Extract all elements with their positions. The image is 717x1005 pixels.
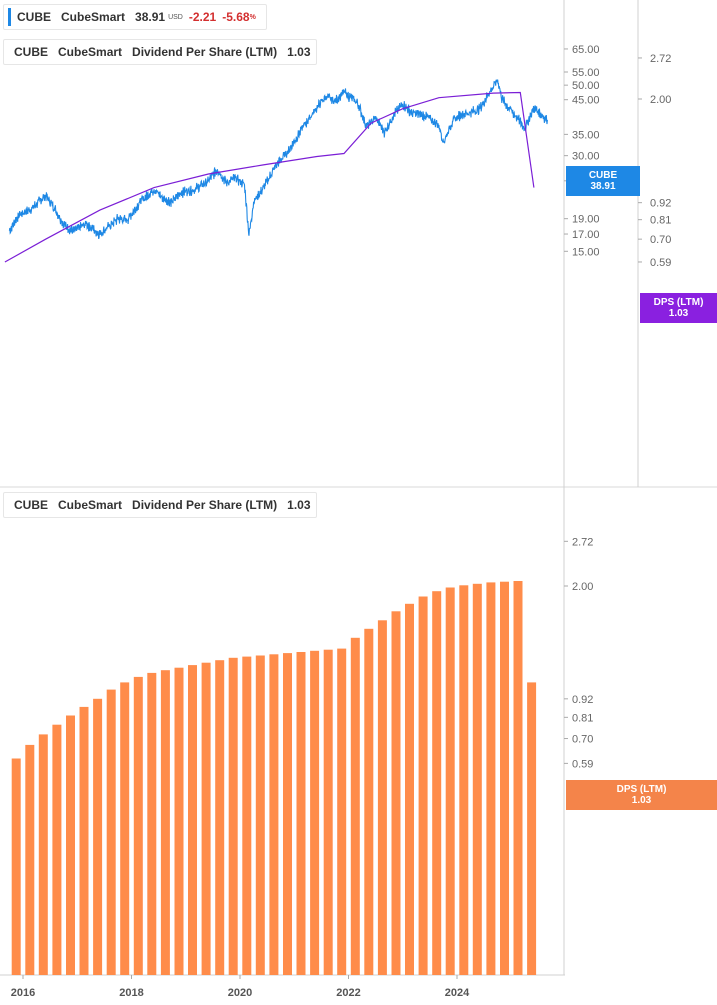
dps-bar: [66, 715, 75, 975]
price-axis-label: 15.00: [572, 246, 600, 258]
dps-bar: [11, 758, 21, 975]
bar-axis-label: 2.00: [572, 581, 593, 593]
dps-tag-value: 1.03: [668, 308, 689, 319]
price-legend[interactable]: CUBE CubeSmart 38.91 USD -2.21 -5.68%: [3, 4, 267, 30]
dps-bar: [120, 682, 130, 975]
legend-series-name: Dividend Per Share (LTM): [132, 498, 278, 512]
dps-bar: [25, 744, 35, 975]
price-axis-label: 55.00: [572, 67, 600, 79]
dps-bar: [391, 611, 401, 975]
dps-bar: [160, 670, 170, 975]
dps-bar: [106, 689, 116, 975]
dps-bar: [337, 648, 347, 975]
legend-change-pct: -5.68: [222, 10, 250, 24]
dps-bar: [38, 734, 48, 975]
legend-value: 1.03: [287, 498, 311, 512]
bar-axis-label: 0.59: [572, 758, 593, 770]
dps-bar: [269, 654, 279, 975]
price-axis-label: 19.00: [572, 214, 600, 226]
dps-tag-label: DPS (LTM): [616, 784, 667, 795]
price-series-line: [8, 78, 548, 240]
dps-bar: [147, 672, 157, 975]
dps-bar: [500, 581, 509, 975]
dps-tag-label: DPS (LTM): [653, 297, 704, 308]
dps-bar: [377, 620, 387, 975]
bar-axis-label: 2.72: [572, 536, 593, 548]
legend-ticker: CUBE: [14, 498, 49, 512]
dps-bar: [201, 662, 211, 975]
dps-bar: [472, 583, 482, 975]
price-axis-label: 45.00: [572, 95, 600, 107]
price-axis-label: 65.00: [572, 44, 600, 56]
price-axis-label: 50.00: [572, 80, 600, 92]
dps-bar: [133, 676, 143, 975]
dps-bar: [364, 628, 374, 975]
bar-axis-label: 0.81: [572, 712, 593, 724]
legend-company-name: CubeSmart: [61, 10, 126, 24]
x-axis-label: 2020: [228, 987, 252, 999]
dps-axis-label: 0.59: [650, 257, 671, 269]
dps-axis-label: 0.92: [650, 198, 671, 210]
dps-bar: [228, 657, 238, 975]
legend-pct-symbol: %: [249, 13, 256, 21]
dps-bar: [242, 656, 252, 975]
x-axis-label: 2024: [445, 987, 470, 999]
x-axis-label: 2018: [119, 987, 143, 999]
dps-bar: [174, 667, 184, 975]
price-axis-label: 17.00: [572, 229, 600, 241]
dps-bar: [405, 603, 414, 975]
dps-axis-label: 2.72: [650, 53, 671, 65]
dps-value-tag-bottom: DPS (LTM) 1.03: [566, 780, 717, 810]
dps-bar: [283, 653, 292, 975]
dps-bar: [513, 581, 523, 975]
dps-bar: [52, 724, 62, 975]
dps-bar: [255, 655, 265, 975]
bar-axis-label: 0.92: [572, 694, 593, 706]
x-axis-label: 2022: [336, 987, 360, 999]
dps-bar: [527, 682, 537, 975]
dps-bar: [323, 649, 333, 975]
dps-bar: [459, 585, 469, 975]
dps-bar: [79, 706, 89, 975]
dps-bar: [418, 596, 428, 975]
x-axis-label: 2016: [11, 987, 35, 999]
dps-tag-value: 1.03: [631, 795, 652, 806]
legend-value: 1.03: [287, 45, 311, 59]
legend-change: -2.21: [188, 10, 217, 24]
dps-bar: [215, 660, 225, 975]
dps-bar: [296, 652, 306, 975]
legend-ticker: CUBE: [17, 10, 52, 24]
dps-series-line: [4, 91, 535, 263]
price-axis-label: 35.00: [572, 129, 600, 141]
dps-bar: [93, 698, 103, 975]
legend-company-name: CubeSmart: [58, 45, 123, 59]
dps-bar: [310, 650, 320, 975]
price-axis-label: 30.00: [572, 151, 600, 163]
dps-bar: [188, 665, 197, 975]
dps-bar: [432, 591, 442, 975]
dps-bar: [486, 582, 496, 975]
price-legend-color-bar: [8, 8, 11, 26]
price-tag-label: CUBE: [588, 170, 618, 181]
dps-legend-top[interactable]: CUBE CubeSmart Dividend Per Share (LTM) …: [3, 39, 317, 65]
bar-axis-label: 0.70: [572, 734, 593, 746]
legend-ticker: CUBE: [14, 45, 49, 59]
dps-bar: [350, 637, 360, 975]
legend-company-name: CubeSmart: [58, 498, 123, 512]
legend-series-name: Dividend Per Share (LTM): [132, 45, 278, 59]
dps-bar: [445, 587, 455, 975]
dps-axis-label: 0.70: [650, 234, 671, 246]
dps-axis-label: 0.81: [650, 215, 671, 227]
legend-price: 38.91: [135, 10, 166, 24]
legend-currency: USD: [168, 13, 183, 21]
price-tag-value: 38.91: [590, 181, 616, 192]
dps-legend-bottom[interactable]: CUBE CubeSmart Dividend Per Share (LTM) …: [3, 492, 317, 518]
price-value-tag: CUBE 38.91: [566, 166, 640, 196]
dps-value-tag-top: DPS (LTM) 1.03: [640, 293, 717, 323]
dps-axis-label: 2.00: [650, 94, 671, 106]
